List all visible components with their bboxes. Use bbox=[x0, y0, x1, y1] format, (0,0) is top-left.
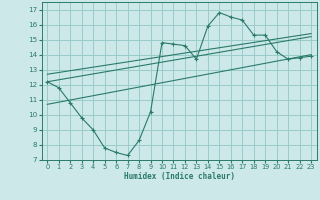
X-axis label: Humidex (Indice chaleur): Humidex (Indice chaleur) bbox=[124, 172, 235, 181]
